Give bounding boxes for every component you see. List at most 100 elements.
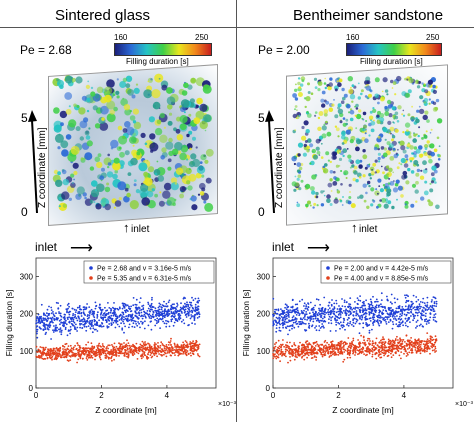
scatter-point-blue (333, 306, 336, 308)
scatter-point-red (431, 343, 433, 345)
scatter-point-blue (113, 310, 115, 312)
scatter-point-red (328, 345, 331, 348)
pore-sphere (345, 118, 349, 122)
scatter-point-blue (123, 318, 125, 321)
pore-sphere (407, 89, 412, 94)
scatter-point-blue (175, 318, 177, 320)
scatter-point-red (106, 349, 108, 352)
scatter-point-red (426, 344, 428, 346)
pore-sphere (380, 96, 385, 102)
scatter-point-red (347, 352, 349, 354)
scatter-point-blue (140, 311, 143, 314)
pore-sphere (368, 93, 372, 98)
scatter-point-blue (314, 313, 317, 315)
scatter-point-red (380, 345, 383, 348)
scatter-point-red (101, 343, 104, 345)
scatter-point-blue (188, 306, 191, 309)
scatter-point-blue (372, 318, 375, 321)
scatter-point-blue (324, 307, 327, 310)
pore-sphere (65, 134, 72, 140)
legend-entry: Pe = 5.35 and v = 6.31e-5 m/s (97, 276, 192, 283)
pore-sphere (199, 103, 208, 112)
pore-sphere (321, 133, 327, 139)
scatter-point-red (399, 340, 402, 342)
pore-sphere (336, 190, 341, 194)
pore-sphere (373, 146, 378, 151)
pore-sphere (368, 134, 371, 137)
scatter-point-blue (65, 308, 68, 310)
pore-sphere (315, 191, 319, 196)
scatter-point-red (62, 353, 64, 356)
scatter-point-blue (193, 316, 196, 319)
scatter-point-red (198, 343, 201, 346)
pore-sphere (341, 134, 346, 140)
pore-sphere (55, 179, 63, 187)
pore-sphere (314, 86, 318, 89)
scatter-point-blue (192, 299, 195, 302)
scatter-point-red (46, 356, 49, 359)
pore-sphere (53, 124, 62, 133)
scatter-point-blue (127, 318, 129, 321)
scatter-point-blue (143, 313, 146, 316)
pore-sphere (332, 181, 338, 186)
scatter-point-blue (288, 329, 291, 332)
pore-sphere (153, 169, 161, 176)
pore-sphere (97, 153, 102, 158)
scatter-point-blue (435, 300, 438, 303)
scatter-point-red (156, 355, 159, 358)
scatter-point-blue (111, 312, 114, 315)
pore-sphere (100, 179, 103, 182)
scatter-point-blue (432, 319, 435, 321)
scatter-point-blue (120, 322, 122, 325)
scatter-point-blue (287, 321, 289, 324)
scatter-point-red (354, 354, 356, 356)
scatter-point-blue (330, 304, 333, 307)
pore-sphere (333, 198, 339, 204)
pore-sphere (415, 118, 420, 124)
pore-sphere (329, 178, 333, 182)
scatter-point-red (332, 344, 335, 346)
scatter-point-red (67, 353, 69, 356)
scatter-point-red (403, 348, 406, 351)
scatter-point-blue (60, 329, 63, 332)
pore-sphere (106, 113, 116, 123)
scatter-point-blue (138, 301, 141, 304)
pore-sphere (119, 81, 127, 88)
pore-sphere (195, 146, 198, 149)
pore-sphere (89, 199, 94, 204)
scatter-point-blue (90, 308, 93, 311)
scatter-point-red (179, 349, 182, 352)
scatter-point-red (83, 353, 86, 355)
scatter-point-blue (413, 317, 416, 320)
pore-sphere (306, 145, 310, 150)
scatter-point-red (127, 355, 130, 357)
scatter-point-red (41, 346, 43, 349)
scatter-point-blue (345, 314, 348, 317)
scatter-point-red (47, 354, 50, 357)
scatter-point-red (179, 346, 182, 349)
pore-sphere (188, 113, 192, 117)
scatter-point-blue (76, 306, 79, 309)
pore-sphere (159, 112, 165, 119)
scatter-point-red (340, 348, 342, 350)
pore-sphere (317, 126, 322, 131)
scatter-point-red (413, 344, 415, 347)
pore-sphere (320, 142, 323, 145)
scatter-point-red (169, 348, 172, 350)
scatter-point-red (53, 353, 56, 356)
scatter-point-blue (370, 310, 373, 312)
scatter-point-red (296, 356, 298, 359)
scatter-point-blue (142, 307, 145, 309)
scatter-point-red (119, 352, 122, 355)
scatter-point-blue (74, 311, 77, 313)
scatter-point-blue (149, 308, 152, 311)
pore-sphere (334, 114, 339, 119)
pore-sphere (428, 201, 434, 207)
pore-sphere (382, 184, 386, 187)
scatter-point-blue (146, 313, 149, 315)
scatter-point-blue (348, 314, 350, 317)
pore-sphere (316, 150, 321, 155)
pore-sphere (381, 197, 386, 203)
scatter-point-blue (394, 301, 396, 304)
scatter-point-blue (283, 315, 286, 317)
